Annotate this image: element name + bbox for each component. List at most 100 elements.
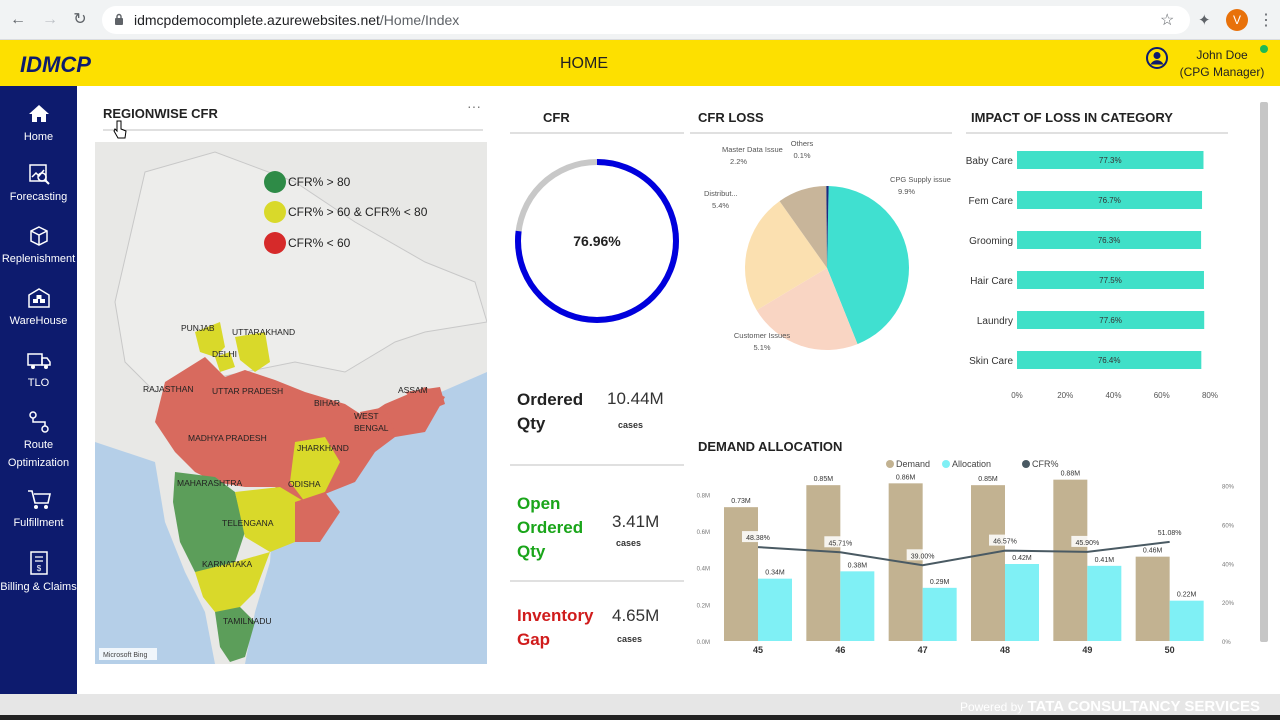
cfr-value-label: 45.90% (1075, 540, 1099, 547)
allocation-bar[interactable] (922, 587, 957, 641)
warehouse-icon (27, 288, 50, 308)
powered-by-label: Powered by (959, 700, 1024, 714)
category-label: Hair Care (970, 276, 1013, 287)
cfr-loss-pie-chart[interactable]: CPG Supply issue 9.9% Customer Issues 5.1% D… (690, 134, 952, 424)
category-label: Skin Care (969, 356, 1013, 367)
region-telengana[interactable] (235, 487, 305, 552)
sidebar-item-billing-claims[interactable]: $ Billing & Claims (0, 550, 77, 596)
region-uttarakhand[interactable] (235, 332, 270, 372)
region-label: DELHI (212, 349, 237, 359)
vertical-scrollbar[interactable] (1260, 102, 1268, 642)
region-label: KARNATAKA (202, 559, 253, 569)
allocation-bar[interactable] (1005, 564, 1039, 641)
allocation-value-label: 0.42M (1012, 555, 1032, 562)
extensions-icon[interactable]: ✦ (1198, 12, 1211, 29)
india-map[interactable]: CFR% > 80 CFR% > 60 & CFR% < 80 CFR% < 6… (95, 142, 487, 664)
bar-value-label: 76.3% (1098, 236, 1121, 245)
dashboard-content: REGIONWISE CFR ··· CFR% > 80 CFR% (77, 86, 1280, 694)
bookmark-star-icon[interactable]: ☆ (1160, 12, 1175, 29)
panel-title: IMPACT OF LOSS IN CATEGORY (971, 110, 1173, 125)
region-label: ASSAM (398, 385, 428, 395)
cfr-label-bg (1153, 525, 1186, 537)
allocation-bar[interactable] (1087, 565, 1122, 641)
demand-bar[interactable] (1135, 556, 1170, 641)
back-icon[interactable]: ← (10, 11, 26, 28)
region-karnataka[interactable] (195, 552, 270, 612)
demand-bar[interactable] (971, 485, 1005, 641)
user-profile[interactable]: John Doe (CPG Manager) (1172, 47, 1272, 81)
sidebar: Home Forecasting Replenishment WareHouse… (0, 86, 77, 694)
more-options-icon[interactable]: ··· (467, 98, 481, 114)
address-bar[interactable]: idmcpdemocomplete.azurewebsites.net/Home… (102, 6, 1190, 34)
impact-bar[interactable] (1017, 351, 1202, 369)
region-north-central-red[interactable] (155, 357, 445, 502)
impact-bar[interactable] (1017, 311, 1205, 329)
region-odisha[interactable] (295, 492, 340, 542)
region-label: MAHARASHTRA (177, 478, 243, 488)
allocation-bar[interactable] (758, 578, 792, 641)
region-punjab[interactable] (195, 322, 225, 357)
sidebar-item-tlo[interactable]: TLO (0, 348, 77, 392)
region-west-bengal[interactable] (360, 407, 395, 442)
x-tick-label: 20% (1057, 391, 1073, 400)
kpi-label: Ordered Qty (517, 388, 583, 436)
lock-icon (115, 13, 123, 25)
pie-slice[interactable] (745, 201, 827, 311)
bar-value-label: 77.3% (1099, 156, 1122, 165)
sidebar-item-warehouse[interactable]: WareHouse (0, 286, 77, 330)
region-delhi[interactable] (215, 352, 235, 372)
page-title: HOME (560, 55, 608, 72)
sidebar-item-home[interactable]: Home (0, 102, 77, 146)
impact-bar[interactable] (1017, 151, 1204, 169)
region-label: BENGAL (354, 423, 389, 433)
allocation-bar[interactable] (1169, 600, 1204, 641)
reload-icon[interactable]: ↻ (73, 11, 87, 28)
sidebar-item-fulfillment[interactable]: Fulfillment (0, 488, 77, 532)
forward-icon[interactable]: → (42, 11, 58, 28)
profile-avatar[interactable]: V (1226, 9, 1248, 31)
legend-marker (886, 460, 894, 468)
demand-bar[interactable] (806, 485, 841, 641)
cfr-value-label: 48.38% (746, 535, 770, 542)
allocation-bar[interactable] (840, 571, 875, 641)
impact-bar[interactable] (1017, 271, 1204, 289)
pie-slice[interactable] (826, 186, 829, 268)
region-label: RAJASTHAN (143, 384, 194, 394)
map-attribution-bg (99, 648, 157, 660)
demand-allocation-panel: DEMAND ALLOCATION Demand Allocation CFR% 0.… (690, 434, 1244, 664)
cfr-line[interactable] (757, 540, 1170, 567)
pie-slice-label: Master Data Issue (722, 145, 783, 154)
pie-slice[interactable] (827, 186, 909, 345)
region-label: MADHYA PRADESH (188, 433, 267, 443)
y-tick-right: 0% (1222, 640, 1231, 646)
demand-bar[interactable] (724, 507, 758, 641)
region-assam[interactable] (405, 387, 445, 412)
demand-bar[interactable] (1053, 479, 1088, 641)
gauge-fill (515, 159, 679, 323)
cfr-ring-gauge[interactable]: 76.96% (510, 146, 684, 336)
impact-loss-bar-chart[interactable]: Baby Care 77.3% Fem Care 76.7% Grooming 76.3%… (960, 142, 1244, 418)
allocation-value-label: 0.29M (930, 579, 950, 586)
region-maharashtra[interactable] (173, 472, 245, 592)
user-icon[interactable] (1146, 47, 1168, 69)
demand-value-label: 0.86M (896, 474, 916, 481)
kpi-divider (510, 464, 684, 466)
legend-swatch-low (264, 232, 286, 254)
legend-label: Demand (896, 459, 930, 469)
pie-slice[interactable] (779, 186, 827, 268)
demand-allocation-chart[interactable]: Demand Allocation CFR% 0.0M 0.2M 0.4M 0.6M 0.8M… (690, 456, 1244, 664)
panel-title: CFR (543, 110, 570, 125)
pie-slice[interactable] (756, 268, 858, 350)
kpi-label-line: Ordered (517, 390, 584, 409)
app-logo[interactable]: IDMCP (20, 52, 91, 77)
sidebar-item-forecasting[interactable]: Forecasting (0, 162, 77, 206)
os-taskbar (0, 715, 1280, 720)
region-tamilnadu[interactable] (215, 607, 255, 662)
sidebar-item-replenishment[interactable]: Replenishment (0, 224, 77, 268)
browser-menu-icon[interactable]: ⋮ (1258, 12, 1274, 29)
impact-bar[interactable] (1017, 231, 1202, 249)
region-jharkhand[interactable] (290, 437, 340, 502)
legend-label-low: CFR% < 60 (288, 236, 351, 250)
impact-bar[interactable] (1017, 191, 1203, 209)
sidebar-item-route-optimization[interactable]: Route Optimization (0, 410, 77, 472)
